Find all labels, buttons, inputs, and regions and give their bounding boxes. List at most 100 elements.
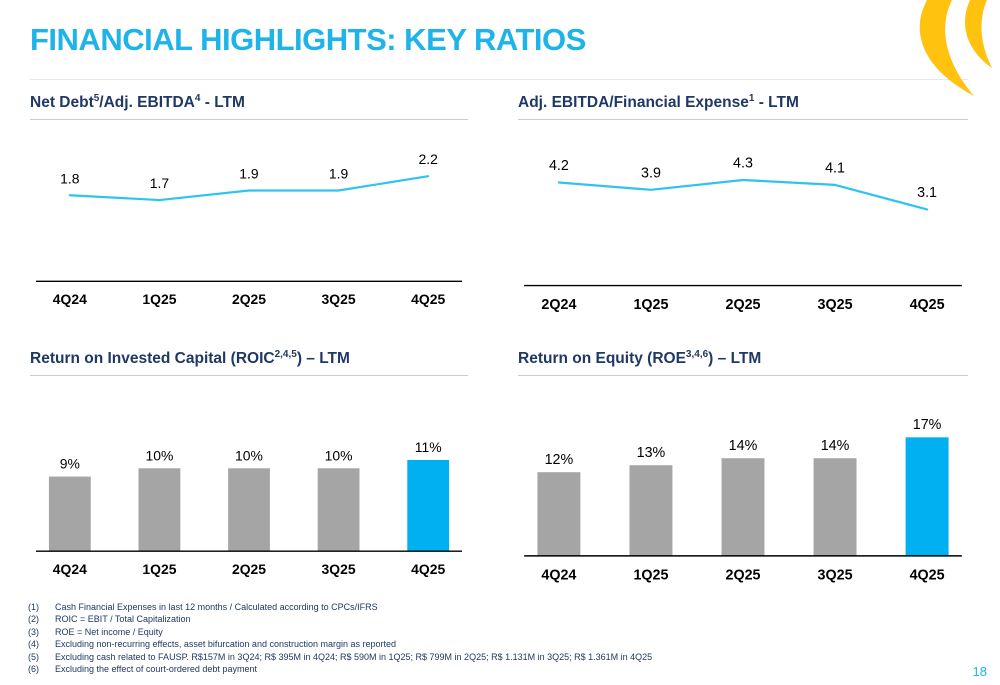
title-text: Adj. EBITDA/Financial Expense bbox=[518, 94, 749, 111]
line-chart: 4.2 3.9 4.3 4.1 3.1 2Q24 1Q25 2Q25 3Q25 4Q25 bbox=[524, 156, 962, 313]
title-text: - LTM bbox=[200, 94, 245, 111]
trend-line bbox=[68, 175, 430, 202]
footnote-number: (6) bbox=[28, 664, 39, 675]
footnote-text: ROIC = EBIT / Total Capitalization bbox=[55, 614, 191, 625]
title-text: Return on Invested Capital (ROIC bbox=[30, 350, 275, 367]
page-title: FINANCIAL HIGHLIGHTS: KEY RATIOS bbox=[30, 22, 586, 57]
chart-title: Net Debt5/Adj. EBITDA4 - LTM bbox=[30, 92, 468, 120]
footnote-number: (5) bbox=[28, 651, 39, 662]
chart-canvas: 1.8 1.7 1.9 1.9 2.2 4Q24 1Q25 2Q25 3Q25 4Q25 bbox=[30, 126, 468, 325]
category-label: 3Q25 bbox=[322, 561, 356, 577]
bar bbox=[48, 476, 91, 552]
category-label: 4Q25 bbox=[411, 291, 445, 307]
title-text: ) – LTM bbox=[708, 350, 762, 367]
bar bbox=[721, 458, 765, 556]
value-label: 4.1 bbox=[825, 161, 845, 177]
bar bbox=[317, 468, 360, 552]
value-label: 1.9 bbox=[239, 166, 259, 182]
category-label: 1Q25 bbox=[142, 291, 176, 307]
category-label: 2Q25 bbox=[232, 561, 266, 577]
chart-ebitda-financial-expense: Adj. EBITDA/Financial Expense1 - LTM 4.2… bbox=[518, 92, 968, 331]
category-label: 2Q25 bbox=[726, 297, 761, 313]
footnote-text: Excluding cash related to FAUSP. R$157M … bbox=[55, 651, 653, 662]
bar bbox=[228, 468, 270, 552]
title-superscript: 4 bbox=[194, 92, 201, 104]
category-label: 3Q25 bbox=[818, 567, 853, 583]
footnote: (2) ROIC = EBIT / Total Capitalization bbox=[28, 613, 958, 625]
value-label: 1.8 bbox=[60, 170, 80, 186]
footnote-text: Excluding non-recurring effects, asset b… bbox=[55, 639, 397, 650]
value-label: 1.9 bbox=[329, 166, 349, 182]
footnote-number: (2) bbox=[28, 614, 39, 625]
category-label: 4Q25 bbox=[411, 561, 445, 577]
logo-petal-large bbox=[919, 0, 974, 96]
title-text: Return on Equity (ROE bbox=[518, 350, 686, 367]
page-number: 18 bbox=[972, 664, 987, 679]
category-label: 3Q25 bbox=[322, 291, 356, 307]
value-label: 10% bbox=[145, 447, 173, 463]
title-superscript: 3,4,6 bbox=[685, 348, 709, 360]
value-label: 13% bbox=[637, 445, 666, 461]
category-label: 2Q25 bbox=[232, 291, 266, 307]
title-text: - LTM bbox=[754, 94, 799, 111]
value-label: 12% bbox=[545, 452, 574, 468]
bar-highlighted bbox=[905, 437, 949, 556]
chart-title: Return on Invested Capital (ROIC2,4,5) –… bbox=[30, 348, 468, 376]
value-label: 3.9 bbox=[641, 166, 661, 182]
chart-net-debt-ebitda: Net Debt5/Adj. EBITDA4 - LTM 1.8 1.7 1.9 1.… bbox=[30, 92, 468, 325]
chart-title: Return on Equity (ROE3,4,6) – LTM bbox=[518, 348, 968, 376]
bar-highlighted bbox=[407, 459, 450, 552]
chart-canvas: 9% 10% 10% 10% 11% 4Q24 1Q25 2Q25 3Q25 4Q25 bbox=[30, 382, 468, 597]
footnotes: (1) Cash Financial Expenses in last 12 mo… bbox=[28, 601, 958, 675]
chart-canvas: 4.2 3.9 4.3 4.1 3.1 2Q24 1Q25 2Q25 3Q25 4Q25 bbox=[518, 126, 968, 331]
footnote-text: ROE = Net income / Equity bbox=[55, 626, 163, 637]
chart-roic: Return on Invested Capital (ROIC2,4,5) –… bbox=[30, 348, 468, 597]
footnote: (5) Excluding cash related to FAUSP. R$15… bbox=[28, 651, 958, 663]
footnote: (4) Excluding non-recurring effects, asse… bbox=[28, 638, 958, 650]
footnote-text: Excluding the effect of court-ordered de… bbox=[55, 664, 257, 675]
bar bbox=[629, 465, 673, 556]
title-text: Net Debt bbox=[30, 94, 94, 111]
logo-petal-small bbox=[965, 0, 992, 68]
bar bbox=[813, 458, 857, 556]
trend-line bbox=[557, 178, 929, 211]
value-label: 14% bbox=[821, 438, 850, 454]
value-label: 1.7 bbox=[150, 175, 170, 191]
bar bbox=[537, 472, 581, 556]
bar bbox=[138, 468, 181, 552]
category-label: 4Q24 bbox=[53, 561, 87, 577]
value-label: 4.3 bbox=[733, 156, 753, 172]
category-label: 4Q24 bbox=[541, 567, 576, 583]
value-label: 9% bbox=[60, 456, 80, 472]
title-superscript: 1 bbox=[748, 92, 755, 104]
category-label: 3Q25 bbox=[818, 297, 853, 313]
header-divider bbox=[30, 79, 968, 80]
value-label: 11% bbox=[415, 439, 442, 455]
title-text: ) – LTM bbox=[296, 350, 350, 367]
footnote-text: Cash Financial Expenses in last 12 month… bbox=[55, 602, 378, 612]
value-label: 10% bbox=[325, 447, 353, 463]
value-label: 3.1 bbox=[917, 185, 937, 201]
chart-roe: Return on Equity (ROE3,4,6) – LTM 12% 13%… bbox=[518, 348, 968, 603]
title-superscript: 2,4,5 bbox=[274, 348, 297, 360]
line-chart: 1.8 1.7 1.9 1.9 2.2 4Q24 1Q25 2Q25 3Q25 4Q25 bbox=[35, 151, 463, 307]
value-label: 2.2 bbox=[418, 151, 438, 167]
footnote-number: (1) bbox=[28, 602, 39, 612]
value-label: 14% bbox=[729, 438, 758, 454]
category-label: 4Q24 bbox=[53, 291, 87, 307]
category-label: 4Q25 bbox=[910, 297, 945, 313]
chart-title: Adj. EBITDA/Financial Expense1 - LTM bbox=[518, 92, 968, 120]
value-label: 17% bbox=[913, 417, 942, 433]
category-label: 2Q24 bbox=[541, 297, 576, 313]
bar-chart: 12% 13% 14% 14% 17% 4Q24 1Q25 2Q25 3Q25 4Q25 bbox=[524, 417, 962, 583]
bar-chart: 9% 10% 10% 10% 11% 4Q24 1Q25 2Q25 3Q25 4Q25 bbox=[35, 439, 463, 577]
value-label: 10% bbox=[235, 447, 263, 463]
category-label: 1Q25 bbox=[633, 567, 668, 583]
title-text: /Adj. EBITDA bbox=[99, 94, 195, 111]
value-label: 4.2 bbox=[549, 158, 569, 174]
company-logo-icon bbox=[919, 0, 992, 96]
title-superscript: 5 bbox=[93, 92, 100, 104]
footnote: (3) ROE = Net income / Equity bbox=[28, 626, 958, 638]
category-label: 4Q25 bbox=[910, 567, 945, 583]
